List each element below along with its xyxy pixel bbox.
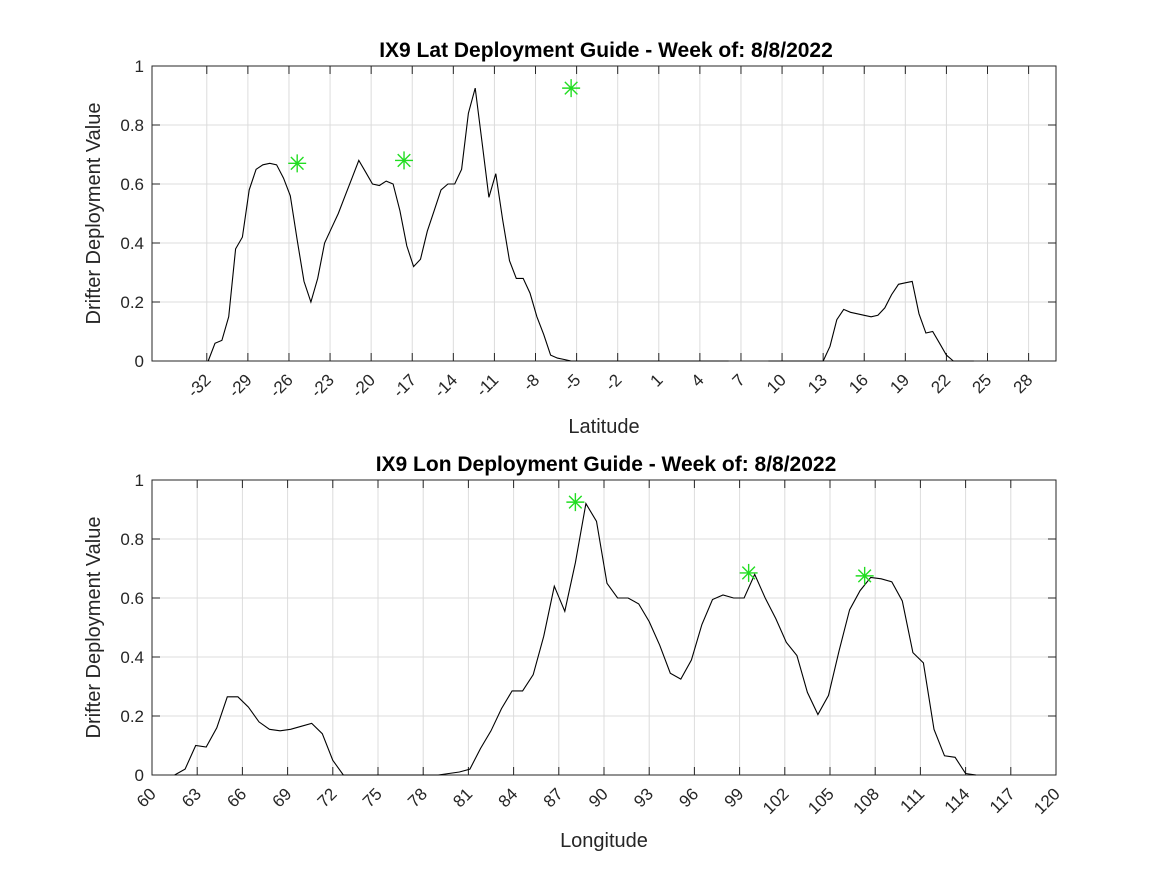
x-tick-label: 19 xyxy=(886,370,913,397)
chart-title: IX9 Lat Deployment Guide - Week of: 8/8/… xyxy=(379,39,833,62)
x-tick-label: -23 xyxy=(307,370,338,401)
x-tick-label: 66 xyxy=(223,784,250,811)
x-tick-label: 102 xyxy=(759,784,792,817)
series-line-2 xyxy=(768,280,974,362)
x-tick-label: -8 xyxy=(519,370,543,394)
x-tick-label: -5 xyxy=(560,370,584,394)
marker-stroke xyxy=(290,156,304,171)
x-tick-label: 28 xyxy=(1010,370,1037,397)
x-tick-label: 75 xyxy=(359,784,386,811)
x-tick-label: 87 xyxy=(540,784,567,811)
x-tick-label: -32 xyxy=(184,370,215,401)
y-axis: 0 0.2 0.4 0.6 0.8 1 xyxy=(120,57,1056,371)
x-tick-label: 108 xyxy=(850,784,883,817)
plot-frame xyxy=(151,479,1057,776)
x-tick-label: 117 xyxy=(986,784,1019,817)
marker-stroke xyxy=(568,495,583,509)
x-tick-label: 25 xyxy=(969,370,996,397)
peak-marker xyxy=(566,493,585,512)
x-tick-label: 93 xyxy=(630,784,657,811)
y-tick-label: 0.2 xyxy=(120,707,144,726)
y-tick-label: 0.4 xyxy=(120,648,144,667)
x-tick-label: 114 xyxy=(941,784,974,817)
x-tick-label: 99 xyxy=(721,784,748,811)
x-tick-label: 105 xyxy=(804,784,837,817)
x-tick-label: 90 xyxy=(585,784,612,811)
x-tick-label: 4 xyxy=(688,370,708,390)
peak-marker xyxy=(855,566,874,585)
y-tick-label: 0.6 xyxy=(120,175,144,194)
y-axis: 0 0.2 0.4 0.6 0.8 1 xyxy=(120,471,1056,785)
marker-stroke xyxy=(564,81,578,95)
x-tick-label: 63 xyxy=(178,784,205,811)
peak-marker xyxy=(288,154,307,173)
y-tick-label: 0 xyxy=(135,352,144,371)
marker-stroke xyxy=(741,566,756,580)
x-tick-label: -2 xyxy=(601,370,625,394)
x-tick-label: 84 xyxy=(495,784,522,811)
y-tick-label: 0 xyxy=(135,766,144,785)
x-tick-label: 72 xyxy=(314,784,341,811)
x-tick-label: 60 xyxy=(133,784,160,811)
x-tick-label: 81 xyxy=(449,784,476,811)
x-axis-label: Longitude xyxy=(560,830,648,852)
x-tick-label: 78 xyxy=(404,784,431,811)
x-tick-label: -26 xyxy=(266,370,297,401)
series-line-1 xyxy=(207,87,729,362)
series-line-1 xyxy=(174,502,977,776)
peak-marker xyxy=(395,151,414,170)
peak-marker xyxy=(562,79,581,98)
x-axis-label: Latitude xyxy=(568,416,639,438)
y-tick-label: 1 xyxy=(135,57,144,76)
marker-stroke xyxy=(857,569,872,583)
grid xyxy=(151,479,1057,776)
x-tick-label: 1 xyxy=(646,370,666,390)
y-tick-label: 0.2 xyxy=(120,293,144,312)
x-tick-label: 22 xyxy=(927,370,954,397)
x-tick-label: 96 xyxy=(675,784,702,811)
y-axis-label: Drifter Deployment Value xyxy=(83,517,105,739)
chart-title: IX9 Lon Deployment Guide - Week of: 8/8/… xyxy=(376,453,837,476)
x-tick-label: 7 xyxy=(729,370,749,390)
chart-panel-2: 60 63 66 69 72 75 78 81 84 87 90 93 96 99 102 105 108 111… xyxy=(83,453,1064,852)
x-tick-label: 120 xyxy=(1030,784,1063,817)
x-tick-label: -29 xyxy=(225,370,256,401)
y-tick-label: 0.6 xyxy=(120,589,144,608)
x-tick-label: 13 xyxy=(804,370,831,397)
y-tick-label: 0.8 xyxy=(120,116,144,135)
y-tick-label: 0.4 xyxy=(120,234,144,253)
y-axis-label: Drifter Deployment Value xyxy=(83,103,105,325)
peak-marker xyxy=(739,563,758,582)
x-tick-label: -11 xyxy=(472,370,502,400)
x-tick-label: 111 xyxy=(897,784,929,816)
x-tick-label: -20 xyxy=(348,370,379,401)
x-tick-label: 69 xyxy=(269,784,296,811)
x-tick-label: 16 xyxy=(845,370,872,397)
x-tick-label: -17 xyxy=(389,370,420,401)
y-tick-label: 0.8 xyxy=(120,530,144,549)
y-tick-label: 1 xyxy=(135,471,144,490)
x-tick-label: -14 xyxy=(430,370,461,401)
chart-panel-1: -32 -29 -26 -23 -20 -17 -14 -11 -8 -5 -2 1 4 7 10 13 16 1… xyxy=(83,39,1057,438)
x-tick-label: 10 xyxy=(763,370,790,397)
marker-stroke xyxy=(397,153,411,168)
x-axis: -32 -29 -26 -23 -20 -17 -14 -11 -8 -5 -2 1 4 7 10 13 16 1… xyxy=(184,66,1037,401)
